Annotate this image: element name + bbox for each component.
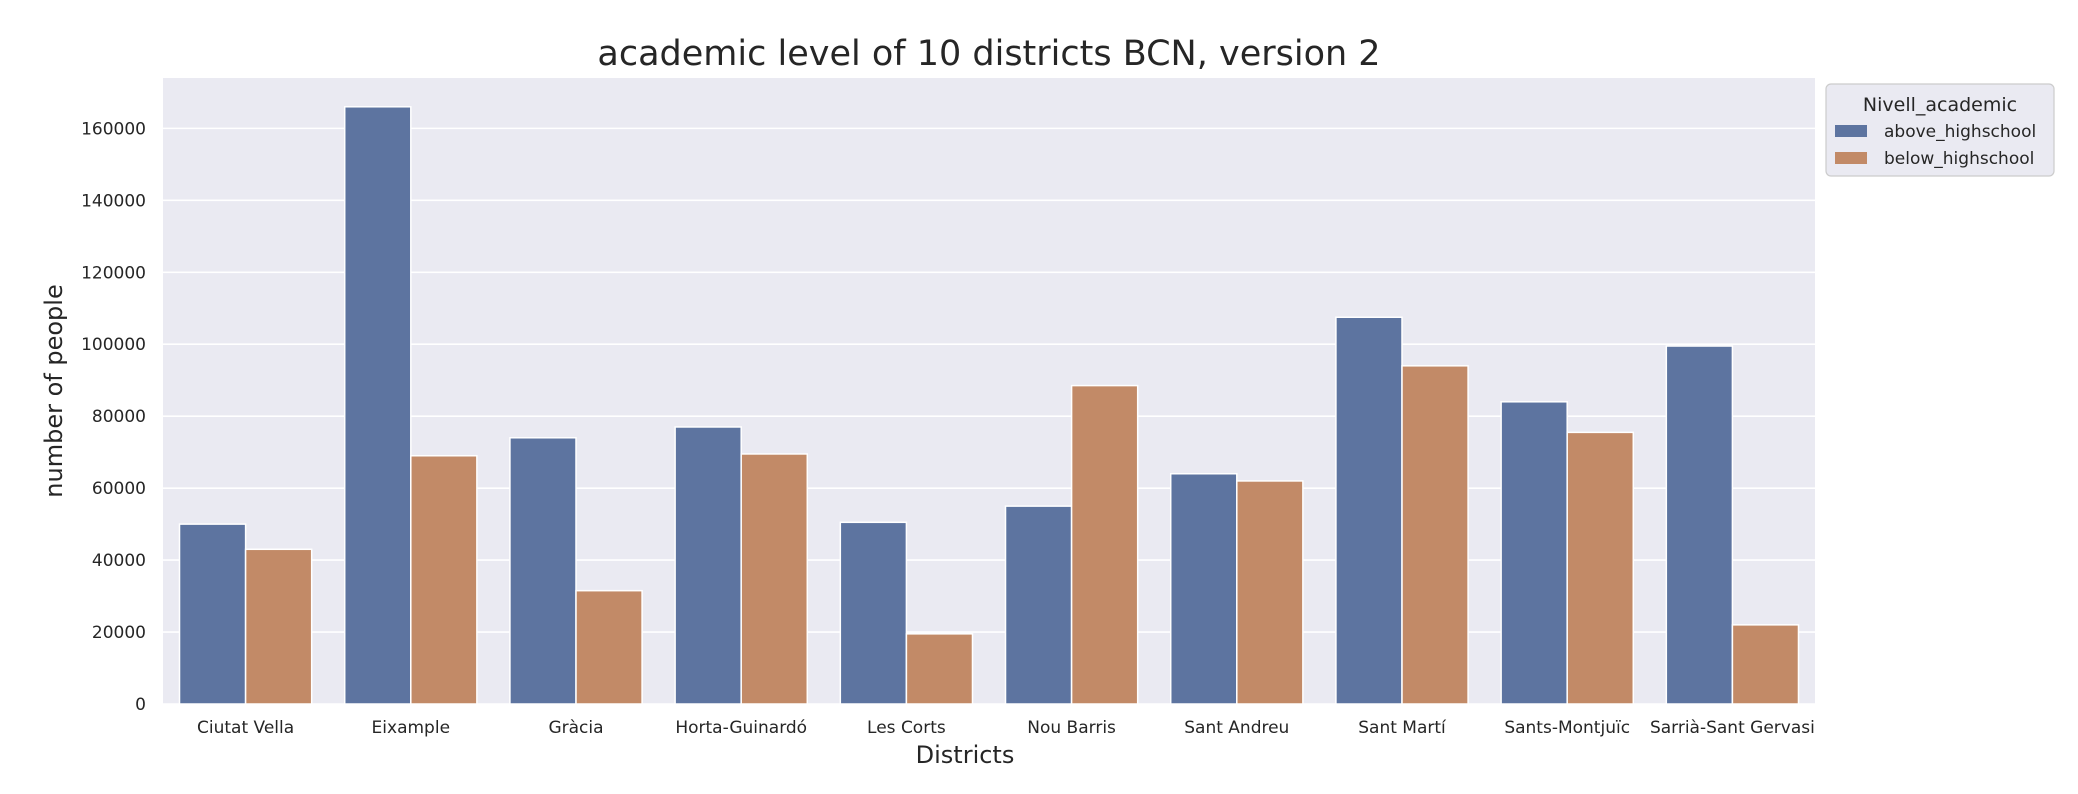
y-tick-label: 120000 [81, 263, 146, 283]
legend-label-above_highschool: above_highschool [1884, 122, 2036, 142]
x-tick-label: Sant Andreu [1184, 718, 1289, 738]
y-tick-label: 140000 [81, 191, 146, 211]
bar-above_highschool [343, 106, 412, 705]
y-tick-label: 0 [135, 695, 146, 715]
x-tick-label: Ciutat Vella [197, 718, 294, 738]
chart-title: academic level of 10 districts BCN, vers… [597, 34, 1380, 74]
y-tick-label: 40000 [92, 551, 146, 571]
bar-below_highschool [1731, 624, 1800, 705]
y-tick-label: 160000 [81, 119, 146, 139]
bar-above_highschool [1665, 345, 1734, 705]
x-tick-label: Nou Barris [1027, 718, 1116, 738]
x-axis-ticks: Ciutat Vella Eixample Gràcia Horta-Guinardó… [197, 718, 1815, 738]
y-tick-label: 60000 [92, 479, 146, 499]
legend: Nivell_academic above_highschool below_hi… [1825, 83, 2055, 177]
bar-above_highschool [674, 426, 742, 705]
bar-below_highschool [905, 633, 974, 705]
bar-below_highschool [740, 453, 809, 705]
x-tick-label: Sant Martí [1358, 718, 1447, 738]
x-tick-label: Horta-Guinardó [675, 718, 807, 738]
bar-below_highschool [1566, 431, 1635, 705]
legend-box [1825, 83, 2055, 177]
bar-below_highschool [1236, 480, 1304, 705]
bars [178, 106, 1800, 705]
y-axis-ticks: 0 20000 40000 60000 80000 100000 120000 140000 1… [81, 119, 146, 715]
x-axis-label: Districts [916, 741, 1015, 769]
x-tick-label: Sants-Montjuïc [1504, 718, 1630, 738]
bar-below_highschool [410, 455, 478, 705]
bar-above_highschool [509, 437, 577, 705]
bar-below_highschool [1401, 365, 1469, 705]
bar-above_highschool [1500, 401, 1568, 705]
bar-above_highschool [1004, 505, 1073, 705]
legend-items: above_highschool below_highschool [1835, 122, 2036, 169]
bar-above_highschool [178, 523, 247, 705]
y-tick-label: 100000 [81, 335, 146, 355]
y-axis-label: number of people [40, 284, 68, 497]
x-tick-label: Les Corts [867, 718, 946, 738]
legend-swatch-below_highschool [1835, 152, 1867, 164]
x-tick-label: Sarrià-Sant Gervasi [1650, 718, 1815, 738]
legend-title: Nivell_academic [1863, 94, 2017, 116]
bar-below_highschool [575, 589, 643, 705]
legend-swatch-above_highschool [1835, 125, 1867, 137]
bar-above_highschool [1335, 316, 1403, 705]
x-tick-label: Gràcia [548, 718, 603, 738]
bar-above_highschool [839, 521, 908, 705]
bar-below_highschool [244, 548, 313, 705]
legend-label-below_highschool: below_highschool [1884, 149, 2034, 169]
y-tick-label: 20000 [92, 623, 146, 643]
x-tick-label: Eixample [372, 718, 450, 738]
y-tick-label: 80000 [92, 407, 146, 427]
bar-above_highschool [1169, 472, 1238, 705]
bar-below_highschool [1070, 384, 1139, 705]
